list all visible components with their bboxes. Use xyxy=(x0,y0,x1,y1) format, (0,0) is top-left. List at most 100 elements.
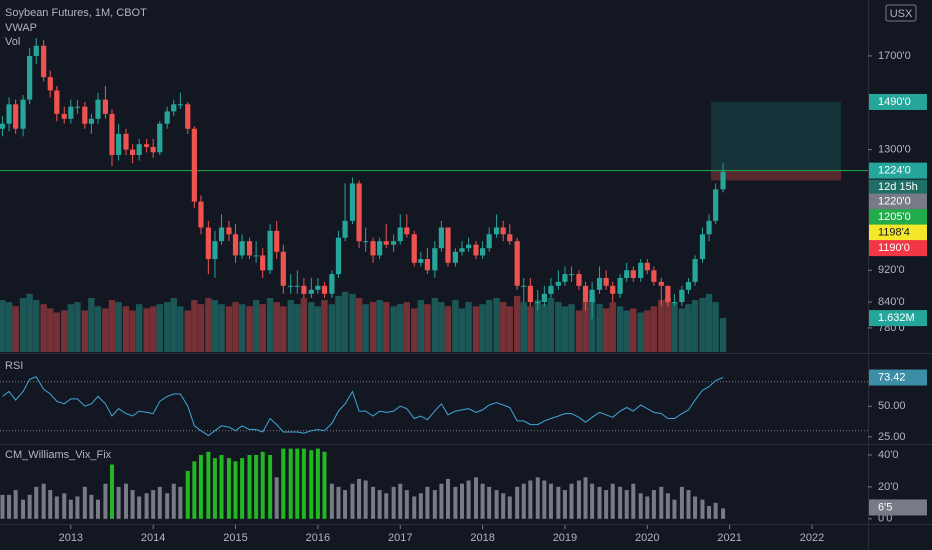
y-tick-label: 840'0 xyxy=(878,296,905,308)
vix-bar xyxy=(404,490,409,519)
candle-body xyxy=(212,241,218,260)
volume-bar xyxy=(431,297,439,352)
candle-body xyxy=(342,220,348,238)
candle-body xyxy=(198,201,204,228)
candle-body xyxy=(129,149,136,155)
volume-bar xyxy=(588,297,596,352)
vix-bar xyxy=(651,490,656,519)
vix-bar xyxy=(206,451,211,519)
volume-bar xyxy=(308,302,315,352)
candle-body xyxy=(589,289,595,303)
vix-bar xyxy=(371,486,376,519)
x-tick-label: 2019 xyxy=(553,532,577,544)
entry-tag: 1224'0 xyxy=(878,165,911,177)
volume-bar xyxy=(197,304,205,352)
vix-bar xyxy=(556,486,561,519)
vix-bar xyxy=(34,486,39,519)
volume-bar xyxy=(705,293,713,352)
vix-bar xyxy=(254,454,259,519)
candle-body xyxy=(527,285,533,303)
vix-bar xyxy=(398,483,403,519)
volume-bar xyxy=(211,300,219,352)
vix-bar xyxy=(178,486,183,519)
candle-body xyxy=(171,104,177,112)
vix-bar xyxy=(446,478,450,519)
vix-bar xyxy=(21,499,26,519)
volume-bar xyxy=(452,300,459,352)
candle-body xyxy=(226,227,232,235)
volume-bar xyxy=(67,304,75,352)
candle-body xyxy=(671,302,678,304)
y-tick-label: 1700'0 xyxy=(878,50,911,62)
volume-bar xyxy=(458,308,466,352)
volume-bar xyxy=(12,306,19,352)
vix-bar xyxy=(542,480,547,519)
candle-body xyxy=(239,241,245,256)
candle-body xyxy=(713,189,719,221)
volume-bar xyxy=(664,297,672,352)
candle-body xyxy=(699,234,706,260)
vix-bar xyxy=(384,493,389,519)
y-tick-label: 920'0 xyxy=(878,264,905,276)
vix-bar xyxy=(27,494,32,519)
volume-bar xyxy=(184,310,191,352)
volume-bar xyxy=(596,304,603,352)
candle-body xyxy=(274,230,280,252)
volume-bar xyxy=(699,297,706,352)
vix-bar xyxy=(576,480,581,519)
volume-bar xyxy=(712,302,719,352)
volume-bar xyxy=(383,302,390,352)
vix-bar xyxy=(597,486,602,519)
candle-body xyxy=(246,241,253,256)
vix-bar xyxy=(96,499,100,519)
currency[interactable]: USX xyxy=(890,8,913,20)
candle-body xyxy=(521,285,527,287)
candle-body xyxy=(61,113,67,119)
candle-body xyxy=(692,259,698,282)
vix-bar xyxy=(432,490,437,519)
vix-bar xyxy=(377,490,382,519)
volume-bar xyxy=(582,302,589,352)
vix-bar xyxy=(75,496,80,519)
vix-bar xyxy=(501,493,506,519)
candle-body xyxy=(432,248,438,271)
vix-bar xyxy=(171,483,176,519)
vix-bar xyxy=(260,451,265,519)
volume-bar xyxy=(465,302,472,352)
vix-bar xyxy=(610,483,615,519)
vix-bar xyxy=(453,486,458,519)
x-tick-label: 2014 xyxy=(141,532,165,544)
vix-bar xyxy=(466,480,471,519)
x-tick-label: 2021 xyxy=(717,532,741,544)
vix-bar xyxy=(281,448,286,519)
y-tick-label: 1300'0 xyxy=(878,143,911,155)
vix-bar xyxy=(624,490,629,519)
candle-body xyxy=(13,104,19,129)
volume-bar xyxy=(520,302,527,352)
vix-bar xyxy=(528,480,533,519)
volume-bar xyxy=(177,306,184,352)
candle-body xyxy=(473,244,479,256)
price-tag-bg xyxy=(869,209,927,226)
candle-body xyxy=(68,106,74,119)
vix-bar xyxy=(418,493,423,519)
volume-bar xyxy=(658,300,665,352)
candle-body xyxy=(109,113,115,155)
vix-bar xyxy=(721,508,726,519)
countdown-bg xyxy=(869,179,927,195)
candle-body xyxy=(54,90,60,114)
currency-box[interactable] xyxy=(885,4,917,22)
vix-bar xyxy=(336,486,341,519)
vix-bar xyxy=(350,483,355,519)
y-tick-label: 50.00 xyxy=(878,400,906,412)
candle-body xyxy=(706,220,712,235)
candle-body xyxy=(74,106,81,108)
candle-body xyxy=(27,55,33,100)
volume-bar xyxy=(149,306,157,352)
candle-body xyxy=(0,123,6,129)
volume-bar xyxy=(115,302,122,352)
candle-body xyxy=(315,285,321,290)
candle-body xyxy=(280,251,286,286)
vix-bar xyxy=(41,483,46,519)
candle-body xyxy=(459,248,465,252)
